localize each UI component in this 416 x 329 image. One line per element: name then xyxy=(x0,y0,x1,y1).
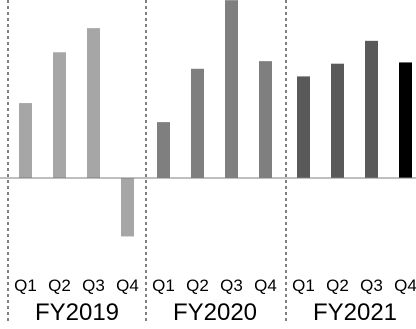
bar-FY2021-Q3 xyxy=(365,40,378,179)
group-label: FY2021 xyxy=(313,299,397,324)
category-label: Q2 xyxy=(186,276,209,295)
bar-FY2021-Q4 xyxy=(399,62,412,178)
bar-FY2019-Q3 xyxy=(87,28,100,178)
bar-FY2019-Q2 xyxy=(53,52,66,178)
group-separators xyxy=(7,0,287,324)
bar-FY2020-Q3 xyxy=(225,0,238,179)
category-label: Q3 xyxy=(360,276,383,295)
bar-FY2020-Q1 xyxy=(157,122,170,178)
bar-FY2020-Q4 xyxy=(259,61,272,178)
category-label: Q2 xyxy=(48,276,71,295)
category-labels: Q1 Q2 Q3 Q4 Q1 Q2 Q3 Q4 Q1 Q2 Q3 Q4 xyxy=(14,276,416,295)
bar-FY2019-Q1 xyxy=(19,103,32,178)
group-labels: FY2019 FY2020 FY2021 xyxy=(35,299,397,326)
category-label: Q4 xyxy=(254,276,277,295)
category-label: Q1 xyxy=(152,276,175,295)
category-label: Q1 xyxy=(292,276,315,295)
category-label: Q4 xyxy=(394,276,416,295)
category-label: Q3 xyxy=(82,276,105,295)
bar-FY2021-Q2 xyxy=(331,63,344,179)
group-label: FY2020 xyxy=(173,299,257,324)
group-label: FY2019 xyxy=(35,299,119,324)
category-label: Q2 xyxy=(326,276,349,295)
bars xyxy=(19,0,412,237)
bar-FY2019-Q4 xyxy=(121,178,134,237)
category-label: Q3 xyxy=(220,276,243,295)
category-label: Q4 xyxy=(116,276,139,295)
bar-FY2021-Q1 xyxy=(297,76,310,178)
category-label: Q1 xyxy=(14,276,37,295)
bar-FY2020-Q2 xyxy=(191,68,204,178)
